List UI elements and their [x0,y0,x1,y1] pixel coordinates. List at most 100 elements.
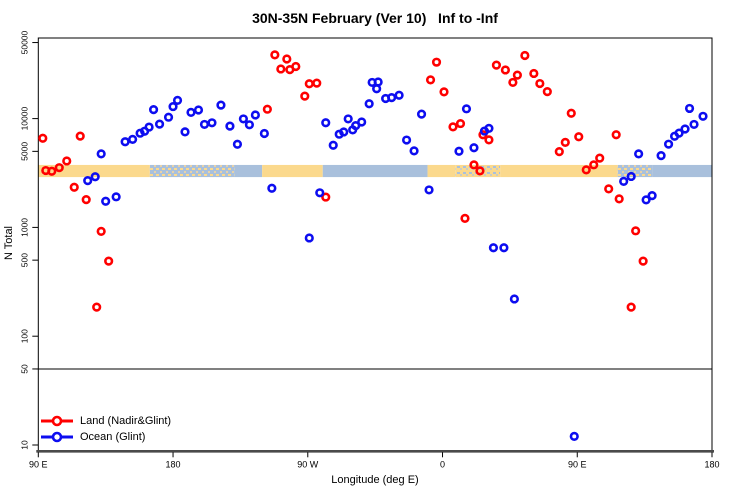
data-point-ocean [689,119,699,130]
data-point-ocean [461,104,472,114]
data-point-ocean [216,100,226,110]
data-point-land [321,192,331,202]
x-tick-label: 90 E [568,459,587,469]
data-point-land [535,78,545,89]
data-point-land [491,60,502,70]
data-point-land [469,160,479,170]
band-segment-blue_speckled [617,164,653,178]
data-point-land [47,166,57,176]
data-point-ocean [626,171,636,182]
data-point-ocean [343,114,353,124]
data-point-ocean [111,192,121,202]
data-point-ocean [144,122,154,132]
data-point-land [595,153,605,163]
y-tick-label: 500 [19,253,29,267]
band-segment-yellow [500,164,618,178]
data-point-land [566,108,576,118]
data-point-ocean [180,127,190,137]
data-point-land [475,166,485,176]
data-point-ocean [315,188,325,198]
data-point-land [81,195,91,205]
x-axis-title: Longitude (deg E) [331,474,419,486]
data-point-land [520,50,530,61]
data-point-ocean [569,431,579,441]
data-point-ocean [238,114,249,124]
data-point-land [104,256,114,266]
plot-border [37,37,713,452]
ocean-marker-icon [41,431,73,443]
data-point-ocean [454,146,464,156]
data-point-land [512,70,522,80]
data-point-ocean [663,139,674,149]
data-point-ocean [259,128,269,139]
data-point-land [508,77,518,88]
data-point-ocean [619,176,629,186]
plot-box [36,37,714,453]
data-point-ocean [199,119,210,130]
data-point-ocean [250,110,260,120]
data-point-land [529,68,539,79]
data-points [38,50,708,441]
data-point-land [581,165,591,175]
data-point-ocean [83,176,93,186]
land-marker-icon [41,415,73,427]
data-point-ocean [96,149,106,159]
band-segment-blue_speckled [149,164,235,178]
data-point-land [270,50,280,60]
y-axis-title: N Total [3,225,15,261]
data-point-land [425,75,436,85]
data-point-land [484,135,494,145]
data-point-ocean [232,139,243,149]
data-point-land [282,54,292,64]
data-point-ocean [684,103,695,114]
x-tick-label: 0 [440,459,445,469]
data-point-land [574,132,584,142]
data-point-land [631,226,641,236]
data-point-ocean [647,191,657,201]
data-point-ocean [148,104,159,115]
data-point-ocean [698,111,708,121]
data-point-ocean [357,117,367,127]
y-tick-label: 10 [19,440,29,450]
legend: Land (Nadir&Glint) Ocean (Glint) [40,413,171,445]
band-segment-yellow [262,164,323,178]
data-point-land [262,104,272,114]
data-point-ocean [154,119,165,129]
data-point-ocean [172,95,183,105]
data-point-ocean [488,243,499,253]
band-segment-blue [322,164,428,178]
data-point-land [92,302,102,312]
data-point-land [54,163,64,173]
data-point-ocean [101,196,111,206]
data-point-ocean [680,124,690,134]
data-point-land [560,137,570,147]
data-point-ocean [373,77,383,87]
legend-label-land: Land (Nadir&Glint) [80,415,172,427]
data-point-land [448,122,458,132]
data-point-ocean [409,146,419,156]
x-tick-label: 180 [166,459,181,469]
data-point-ocean [387,92,397,103]
data-point-ocean [321,118,331,128]
x-tick-label: 90 W [297,459,319,469]
data-point-land [304,79,314,89]
data-point-ocean [304,233,314,243]
data-point-land [312,78,322,88]
y-tick-label: 100 [19,329,29,343]
data-point-ocean [656,151,666,161]
data-point-land [589,160,599,170]
data-point-ocean [339,127,349,137]
data-point-ocean [168,101,178,112]
y-tick-label: 50 [19,364,29,374]
data-point-ocean [207,118,217,128]
data-point-land [300,91,310,101]
data-point-land [542,87,552,97]
data-point-ocean [193,105,204,115]
chart-title: 30N-35N February (Ver 10) Inf to -Inf [252,10,498,26]
band-segment-blue [652,164,712,178]
band-segment-yellow [427,164,456,178]
data-point-land [554,147,564,157]
data-point-ocean [90,172,100,182]
